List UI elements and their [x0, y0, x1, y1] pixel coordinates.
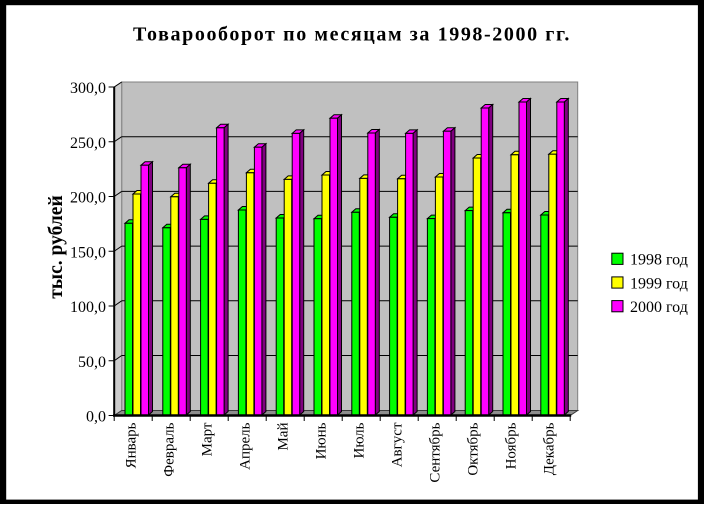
svg-text:Май: Май: [276, 423, 292, 451]
svg-text:1999 год: 1999 год: [630, 275, 688, 292]
svg-text:Декабрь: Декабрь: [542, 422, 558, 475]
svg-text:Товарооборот по месяцам за 199: Товарооборот по месяцам за 1998-2000 гг.: [133, 24, 571, 46]
svg-text:Апрель: Апрель: [238, 422, 254, 470]
svg-text:0,0: 0,0: [86, 409, 106, 426]
svg-text:Июль: Июль: [352, 422, 368, 458]
svg-text:1998 год: 1998 год: [630, 252, 688, 269]
svg-text:50,0: 50,0: [78, 354, 106, 371]
svg-text:Январь: Январь: [124, 422, 140, 468]
svg-text:150,0: 150,0: [70, 244, 106, 261]
svg-text:Ноябрь: Ноябрь: [504, 422, 520, 469]
svg-text:Сентябрь: Сентябрь: [428, 422, 444, 482]
svg-text:2000 год: 2000 год: [630, 299, 688, 316]
svg-text:300,0: 300,0: [70, 80, 106, 97]
svg-text:Август: Август: [390, 422, 406, 467]
svg-text:Март: Март: [200, 422, 216, 456]
svg-text:Февраль: Февраль: [162, 422, 178, 476]
svg-text:200,0: 200,0: [70, 190, 106, 207]
svg-text:Октябрь: Октябрь: [466, 422, 482, 475]
svg-text:100,0: 100,0: [70, 299, 106, 316]
svg-text:250,0: 250,0: [70, 135, 106, 152]
svg-text:Июнь: Июнь: [314, 422, 330, 459]
svg-text:тыс. рублей: тыс. рублей: [46, 195, 67, 298]
